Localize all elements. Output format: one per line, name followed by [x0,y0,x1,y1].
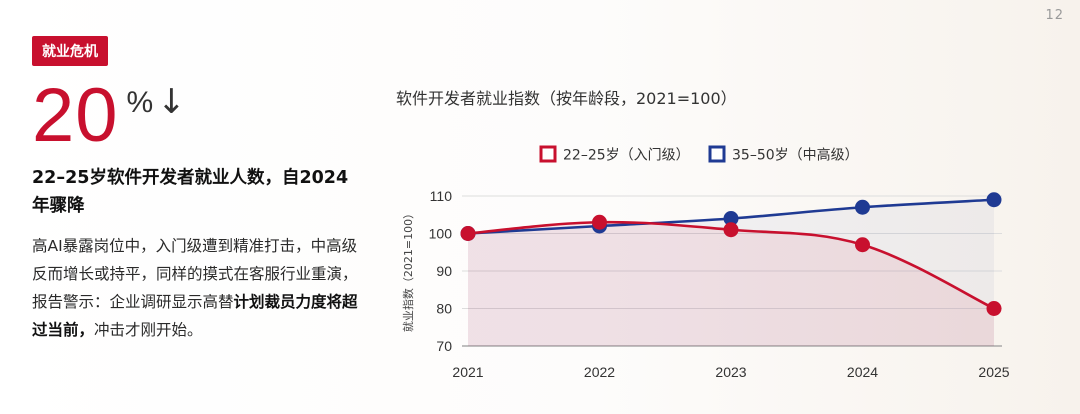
y-axis-ticks: 70 80 90 100 110 [429,188,453,354]
data-point [855,237,870,253]
page-number: 12 [1045,8,1064,23]
series-area [468,222,994,346]
x-tick-label: 2022 [584,364,615,380]
headline: 22–25岁软件开发者就业人数，自2024年骤降 [32,168,349,216]
x-tick-label: 2023 [715,364,746,380]
category-tag: 就业危机 [32,36,108,66]
data-point [986,301,1002,316]
y-tick-label: 80 [436,301,452,317]
data-point [986,192,1002,208]
x-tick-label: 2021 [452,364,483,380]
chart-points [460,192,1002,316]
legend-label: 35–50岁（中高级） [732,147,859,164]
legend-swatch [539,145,557,163]
text-panel: 就业危机 20 % ↓ 22–25岁软件开发者就业人数，自2024年骤降 高AI… [32,36,362,344]
body-paragraph: 高AI暴露岗位中，入门级遭到精准打击，中高级反而增长或持平，同样的摸式在客服行业… [32,232,362,344]
body-text-part2: 冲击才刚开始。 [94,321,203,339]
data-point [460,226,476,241]
y-axis-title: 就业指数（2021=100） [401,208,415,332]
stat-value: 20 [32,73,119,158]
body-text-bold: 计划裁员力度将超过当前， [32,293,358,339]
stat-unit: % [126,86,154,119]
y-tick-label: 100 [429,226,453,242]
data-point [723,211,739,226]
chart-legend: 22–25岁（入门级） 35–50岁（中高级） [539,145,859,164]
series-area [468,199,994,346]
data-point [592,214,607,230]
x-tick-label: 2024 [847,364,878,380]
chart-title: 软件开发者就业指数（按年龄段，2021=100） [396,89,737,108]
body-text-part1: 高AI暴露岗位中，入门级遭到精准打击，中高级反而增长或持平，同样的摸式在客服行业… [32,237,358,311]
data-point [855,199,870,215]
chart-areas [468,199,994,346]
x-axis-ticks: 2021 2022 2023 2024 2025 [452,364,1009,380]
x-tick-label: 2025 [978,364,1009,380]
y-tick-label: 90 [436,263,452,279]
y-tick-label: 70 [436,338,452,354]
y-tick-label: 110 [430,188,453,204]
legend-label: 22–25岁（入门级） [563,148,690,164]
headline-stat: 20 % ↓ [32,78,362,154]
data-point [723,222,739,238]
legend-swatch [708,145,726,163]
down-arrow-icon: ↓ [157,82,186,122]
